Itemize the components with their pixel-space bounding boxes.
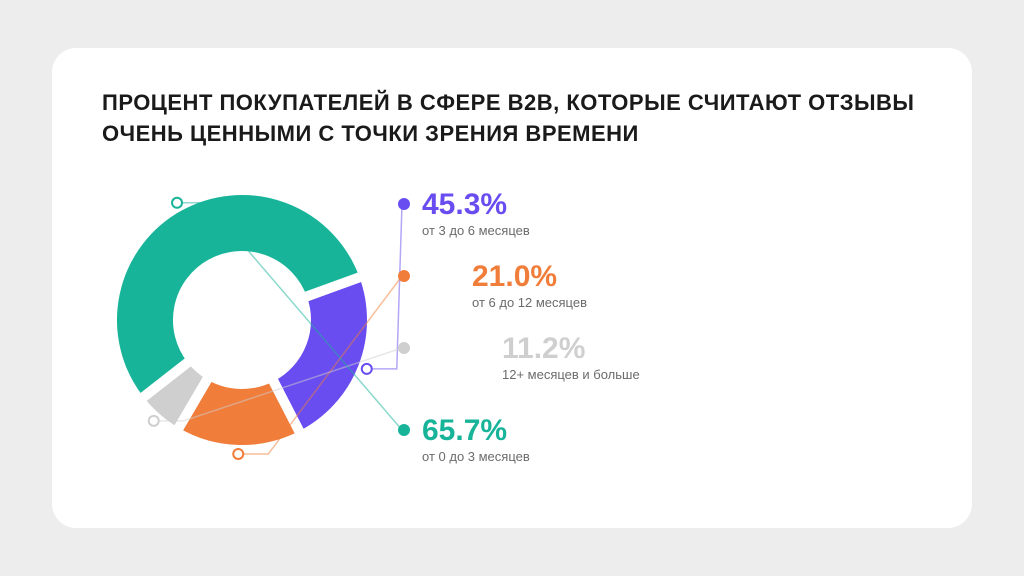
legend-percent: 65.7% — [422, 414, 922, 447]
legend-percent: 11.2% — [502, 332, 922, 365]
legend-label: от 0 до 3 месяцев — [422, 449, 922, 464]
legend-entry: 45.3% от 3 до 6 месяцев — [422, 188, 922, 238]
connector-end-dot — [398, 342, 410, 354]
legend-label: 12+ месяцев и больше — [502, 367, 922, 382]
legend-entry: 11.2% 12+ месяцев и больше — [422, 332, 922, 382]
info-card: ПРОЦЕНТ ПОКУПАТЕЛЕЙ В СФЕРЕ B2B, КОТОРЫЕ… — [52, 48, 972, 528]
legend-percent: 45.3% — [422, 188, 922, 221]
legend-entries: 45.3% от 3 до 6 месяцев 21.0% от 6 до 12… — [422, 180, 922, 464]
legend-entry: 21.0% от 6 до 12 месяцев — [422, 260, 922, 310]
connector-end-dot — [398, 198, 410, 210]
chart-title: ПРОЦЕНТ ПОКУПАТЕЛЕЙ В СФЕРЕ B2B, КОТОРЫЕ… — [102, 88, 922, 150]
connector-end-dot — [398, 270, 410, 282]
legend-label: от 3 до 6 месяцев — [422, 223, 922, 238]
chart-content: 45.3% от 3 до 6 месяцев 21.0% от 6 до 12… — [102, 180, 922, 464]
donut-chart — [102, 180, 382, 460]
legend-percent: 21.0% — [472, 260, 922, 293]
legend-entry: 65.7% от 0 до 3 месяцев — [422, 414, 922, 464]
legend-label: от 6 до 12 месяцев — [472, 295, 922, 310]
connector-end-dot — [398, 424, 410, 436]
